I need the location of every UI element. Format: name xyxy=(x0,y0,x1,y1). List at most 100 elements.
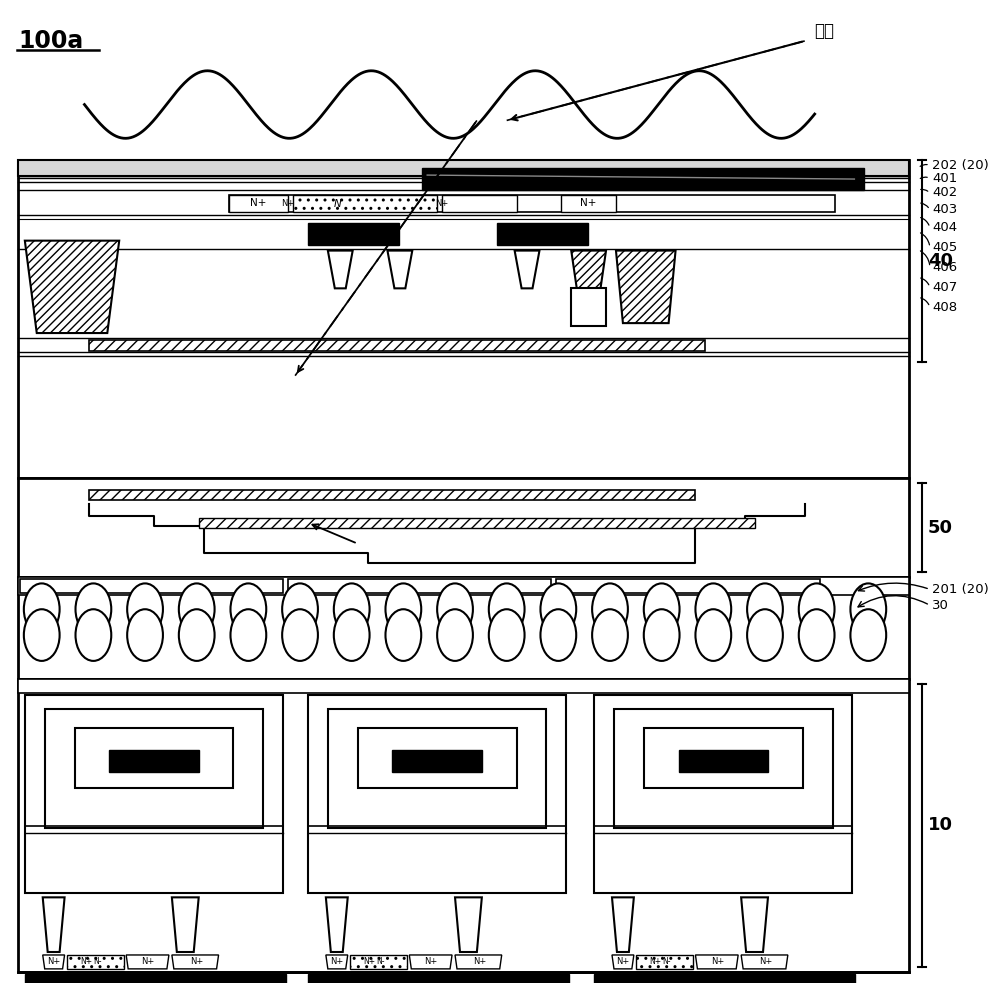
Text: 402: 402 xyxy=(932,186,957,199)
Ellipse shape xyxy=(76,584,111,635)
Bar xyxy=(594,695,852,893)
Polygon shape xyxy=(25,241,119,333)
Text: N: N xyxy=(334,199,342,209)
Text: N+: N+ xyxy=(650,957,662,966)
Bar xyxy=(229,195,835,212)
Polygon shape xyxy=(67,955,124,969)
Bar xyxy=(308,974,569,986)
Polygon shape xyxy=(326,955,348,969)
Ellipse shape xyxy=(799,609,835,661)
Bar xyxy=(199,518,755,528)
Ellipse shape xyxy=(179,584,215,635)
Bar xyxy=(25,974,286,986)
Text: N+: N+ xyxy=(711,957,724,966)
Bar xyxy=(288,580,551,594)
Bar xyxy=(308,223,399,245)
Polygon shape xyxy=(326,897,348,952)
Ellipse shape xyxy=(695,609,731,661)
Polygon shape xyxy=(616,250,676,323)
Bar xyxy=(229,195,288,212)
Ellipse shape xyxy=(592,609,628,661)
Bar xyxy=(556,580,820,594)
Ellipse shape xyxy=(334,584,370,635)
Bar xyxy=(89,490,695,500)
Ellipse shape xyxy=(385,609,421,661)
Text: 406: 406 xyxy=(932,261,957,274)
Bar xyxy=(45,709,263,828)
Bar xyxy=(497,223,588,245)
Polygon shape xyxy=(172,897,199,952)
Polygon shape xyxy=(172,955,219,969)
Bar xyxy=(442,195,517,212)
Polygon shape xyxy=(43,955,65,969)
Text: 407: 407 xyxy=(932,281,957,294)
Text: 404: 404 xyxy=(932,221,957,235)
Ellipse shape xyxy=(230,609,266,661)
Polygon shape xyxy=(455,897,482,952)
Ellipse shape xyxy=(540,609,576,661)
Polygon shape xyxy=(515,250,539,288)
Bar xyxy=(594,974,855,986)
Text: 405: 405 xyxy=(932,242,957,254)
Ellipse shape xyxy=(127,584,163,635)
Polygon shape xyxy=(571,250,606,299)
Bar xyxy=(109,750,199,772)
Text: N+: N+ xyxy=(364,957,376,966)
Text: 408: 408 xyxy=(932,301,957,314)
Ellipse shape xyxy=(799,584,835,635)
Ellipse shape xyxy=(76,609,111,661)
Text: 手指: 手指 xyxy=(815,22,835,40)
Text: 10: 10 xyxy=(928,816,953,834)
Text: N+: N+ xyxy=(580,198,596,208)
Ellipse shape xyxy=(127,609,163,661)
Ellipse shape xyxy=(489,584,525,635)
Text: 202 (20): 202 (20) xyxy=(932,159,989,172)
Polygon shape xyxy=(741,897,768,952)
Text: 401: 401 xyxy=(932,172,957,184)
Bar xyxy=(392,750,482,772)
Ellipse shape xyxy=(334,609,370,661)
Polygon shape xyxy=(612,897,634,952)
Bar xyxy=(18,678,909,972)
Bar xyxy=(18,478,909,578)
Ellipse shape xyxy=(437,609,473,661)
Bar xyxy=(308,695,566,893)
Text: N-: N- xyxy=(93,957,102,966)
Ellipse shape xyxy=(644,609,680,661)
Text: 30: 30 xyxy=(932,599,949,611)
Bar xyxy=(18,578,909,678)
Bar xyxy=(18,160,909,478)
Polygon shape xyxy=(612,955,634,969)
Text: N+: N+ xyxy=(190,957,203,966)
Polygon shape xyxy=(455,955,502,969)
Polygon shape xyxy=(409,955,452,969)
Ellipse shape xyxy=(282,584,318,635)
Bar xyxy=(18,578,909,596)
Text: 201 (20): 201 (20) xyxy=(932,583,989,596)
Text: 50: 50 xyxy=(928,519,953,536)
Polygon shape xyxy=(328,250,353,288)
Ellipse shape xyxy=(385,584,421,635)
Polygon shape xyxy=(387,250,412,288)
Text: N+: N+ xyxy=(435,199,449,208)
Polygon shape xyxy=(43,897,65,952)
Bar xyxy=(644,729,803,788)
Ellipse shape xyxy=(644,584,680,635)
Text: N-: N- xyxy=(376,957,385,966)
Text: N+: N+ xyxy=(250,198,266,208)
Ellipse shape xyxy=(24,584,60,635)
Ellipse shape xyxy=(179,609,215,661)
Text: N+: N+ xyxy=(80,957,92,966)
Ellipse shape xyxy=(850,609,886,661)
Bar xyxy=(679,750,768,772)
Bar xyxy=(422,169,864,190)
Bar xyxy=(75,729,233,788)
Bar xyxy=(614,709,833,828)
Text: N+: N+ xyxy=(473,957,486,966)
Polygon shape xyxy=(350,955,407,969)
Bar xyxy=(571,288,606,326)
Bar xyxy=(328,709,546,828)
Polygon shape xyxy=(695,955,738,969)
Ellipse shape xyxy=(592,584,628,635)
Ellipse shape xyxy=(489,609,525,661)
